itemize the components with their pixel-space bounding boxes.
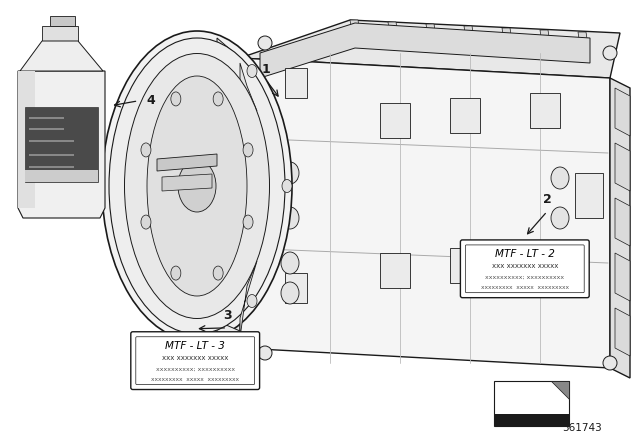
Ellipse shape bbox=[213, 266, 223, 280]
Polygon shape bbox=[50, 16, 75, 26]
Bar bbox=[493, 414, 569, 426]
Polygon shape bbox=[615, 198, 630, 246]
Circle shape bbox=[603, 356, 617, 370]
Polygon shape bbox=[217, 38, 240, 73]
Text: xxxxxxxxx  xxxxx  xxxxxxxxx: xxxxxxxxx xxxxx xxxxxxxxx bbox=[151, 377, 239, 382]
Text: 4: 4 bbox=[146, 94, 155, 108]
Polygon shape bbox=[217, 321, 240, 348]
Polygon shape bbox=[530, 93, 560, 128]
Polygon shape bbox=[615, 143, 630, 191]
Circle shape bbox=[603, 46, 617, 60]
Polygon shape bbox=[240, 58, 610, 368]
Polygon shape bbox=[380, 103, 410, 138]
Ellipse shape bbox=[281, 282, 299, 304]
Polygon shape bbox=[162, 174, 212, 191]
Ellipse shape bbox=[551, 247, 569, 269]
Ellipse shape bbox=[281, 162, 299, 184]
Polygon shape bbox=[450, 98, 480, 133]
Polygon shape bbox=[550, 381, 569, 399]
Ellipse shape bbox=[125, 53, 269, 319]
Polygon shape bbox=[578, 32, 588, 46]
Polygon shape bbox=[450, 248, 480, 283]
Polygon shape bbox=[29, 155, 74, 156]
Polygon shape bbox=[285, 68, 307, 98]
Polygon shape bbox=[18, 71, 35, 208]
Polygon shape bbox=[615, 88, 630, 136]
Polygon shape bbox=[260, 23, 590, 78]
Polygon shape bbox=[29, 166, 74, 168]
Ellipse shape bbox=[109, 38, 285, 334]
Circle shape bbox=[258, 36, 272, 50]
Text: 361743: 361743 bbox=[563, 423, 602, 433]
Polygon shape bbox=[29, 128, 64, 130]
Ellipse shape bbox=[282, 180, 292, 193]
Ellipse shape bbox=[102, 31, 292, 341]
Polygon shape bbox=[240, 63, 257, 111]
Text: MTF - LT - 3: MTF - LT - 3 bbox=[165, 341, 225, 351]
Text: 3: 3 bbox=[223, 309, 232, 323]
Polygon shape bbox=[25, 170, 98, 181]
Ellipse shape bbox=[141, 215, 151, 229]
Text: 1: 1 bbox=[261, 63, 270, 76]
Ellipse shape bbox=[171, 266, 181, 280]
Ellipse shape bbox=[178, 160, 216, 212]
Polygon shape bbox=[240, 20, 620, 78]
Polygon shape bbox=[464, 26, 474, 40]
Ellipse shape bbox=[213, 92, 223, 106]
Polygon shape bbox=[540, 30, 550, 44]
Ellipse shape bbox=[141, 143, 151, 157]
Ellipse shape bbox=[247, 294, 257, 307]
Text: xxxxxxxxxx; xxxxxxxxxx: xxxxxxxxxx; xxxxxxxxxx bbox=[156, 367, 235, 372]
Polygon shape bbox=[285, 273, 307, 303]
Ellipse shape bbox=[551, 207, 569, 229]
Ellipse shape bbox=[281, 207, 299, 229]
Polygon shape bbox=[350, 20, 360, 34]
Polygon shape bbox=[388, 22, 398, 36]
Polygon shape bbox=[29, 139, 74, 142]
Text: xxxxxxxxxx; xxxxxxxxxx: xxxxxxxxxx; xxxxxxxxxx bbox=[485, 275, 564, 280]
Ellipse shape bbox=[147, 76, 247, 296]
Polygon shape bbox=[615, 253, 630, 301]
FancyBboxPatch shape bbox=[493, 381, 569, 426]
Polygon shape bbox=[210, 53, 240, 348]
Polygon shape bbox=[502, 28, 512, 42]
Ellipse shape bbox=[281, 252, 299, 274]
Polygon shape bbox=[610, 78, 630, 378]
Text: xxx xxxxxxx xxxxx: xxx xxxxxxx xxxxx bbox=[162, 355, 228, 361]
Polygon shape bbox=[157, 154, 217, 171]
Polygon shape bbox=[530, 243, 560, 278]
Ellipse shape bbox=[243, 215, 253, 229]
Text: xxx xxxxxxx xxxxx: xxx xxxxxxx xxxxx bbox=[492, 263, 558, 269]
Text: 2: 2 bbox=[543, 193, 552, 206]
Polygon shape bbox=[29, 117, 64, 119]
FancyBboxPatch shape bbox=[460, 240, 589, 297]
Ellipse shape bbox=[247, 65, 257, 78]
Ellipse shape bbox=[551, 167, 569, 189]
Polygon shape bbox=[25, 107, 98, 181]
Ellipse shape bbox=[243, 143, 253, 157]
Polygon shape bbox=[18, 71, 105, 218]
Ellipse shape bbox=[171, 92, 181, 106]
Polygon shape bbox=[240, 261, 257, 338]
Polygon shape bbox=[380, 253, 410, 288]
Text: MTF - LT - 2: MTF - LT - 2 bbox=[495, 249, 555, 259]
Polygon shape bbox=[20, 41, 103, 71]
Polygon shape bbox=[615, 308, 630, 356]
FancyBboxPatch shape bbox=[131, 332, 260, 389]
Polygon shape bbox=[426, 24, 436, 38]
Circle shape bbox=[258, 346, 272, 360]
Polygon shape bbox=[42, 26, 78, 41]
Text: xxxxxxxxx  xxxxx  xxxxxxxxx: xxxxxxxxx xxxxx xxxxxxxxx bbox=[481, 285, 569, 290]
Polygon shape bbox=[575, 173, 603, 218]
